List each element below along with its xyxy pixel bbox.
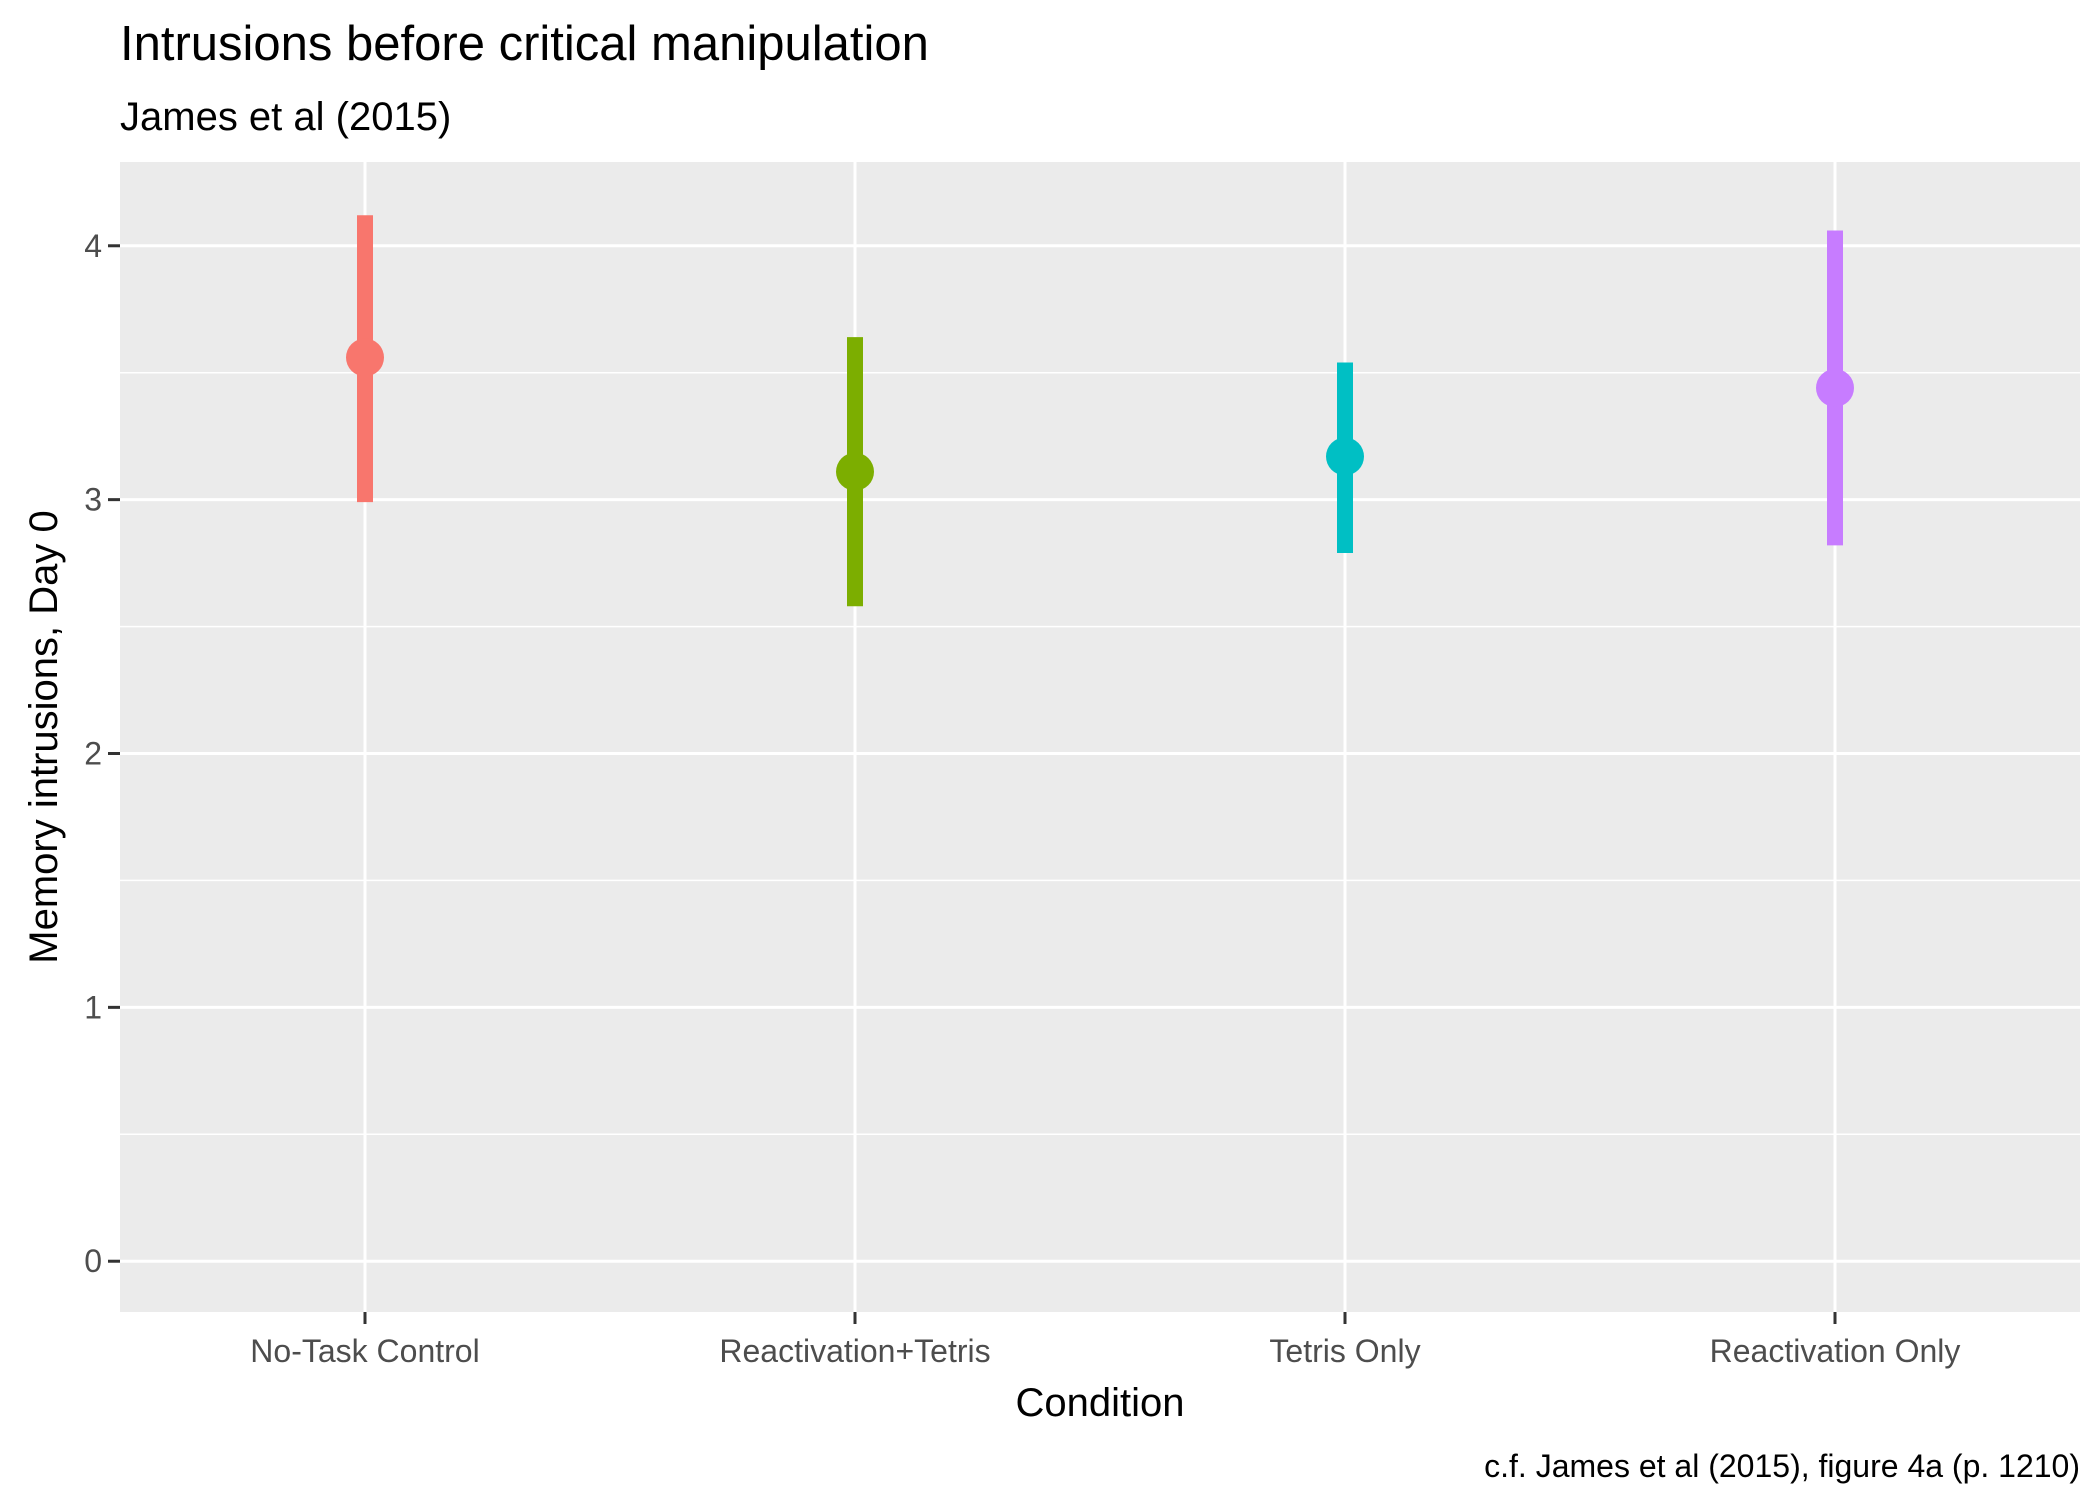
y-axis-title: Memory intrusions, Day 0 bbox=[22, 510, 66, 963]
y-tick-label: 0 bbox=[84, 1243, 102, 1279]
x-tick-label: Reactivation+Tetris bbox=[719, 1333, 990, 1369]
axes: 0 1 2 3 4 No-Task Control Reactivation+Tetris T… bbox=[84, 228, 1960, 1369]
x-tick-label: Reactivation Only bbox=[1710, 1333, 1961, 1369]
chart-subtitle: James et al (2015) bbox=[120, 95, 451, 139]
mean-point bbox=[346, 338, 384, 377]
x-tick-label: Tetris Only bbox=[1269, 1333, 1420, 1369]
x-axis-title: Condition bbox=[1015, 1381, 1184, 1425]
data-marks bbox=[346, 215, 1854, 607]
x-tick-label: No-Task Control bbox=[250, 1333, 479, 1369]
mean-point bbox=[1326, 437, 1364, 476]
chart-title: Intrusions before critical manipulation bbox=[120, 17, 929, 71]
y-tick-label: 4 bbox=[84, 228, 102, 264]
mean-point bbox=[836, 452, 874, 491]
mean-point bbox=[1816, 368, 1854, 407]
grid-lines bbox=[120, 162, 2080, 1312]
y-tick-label: 2 bbox=[84, 736, 102, 772]
plot-panel bbox=[120, 162, 2080, 1312]
y-tick-label: 1 bbox=[84, 989, 102, 1025]
chart-caption: c.f. James et al (2015), figure 4a (p. 1… bbox=[1484, 1448, 2080, 1484]
y-tick-label: 3 bbox=[84, 482, 102, 518]
